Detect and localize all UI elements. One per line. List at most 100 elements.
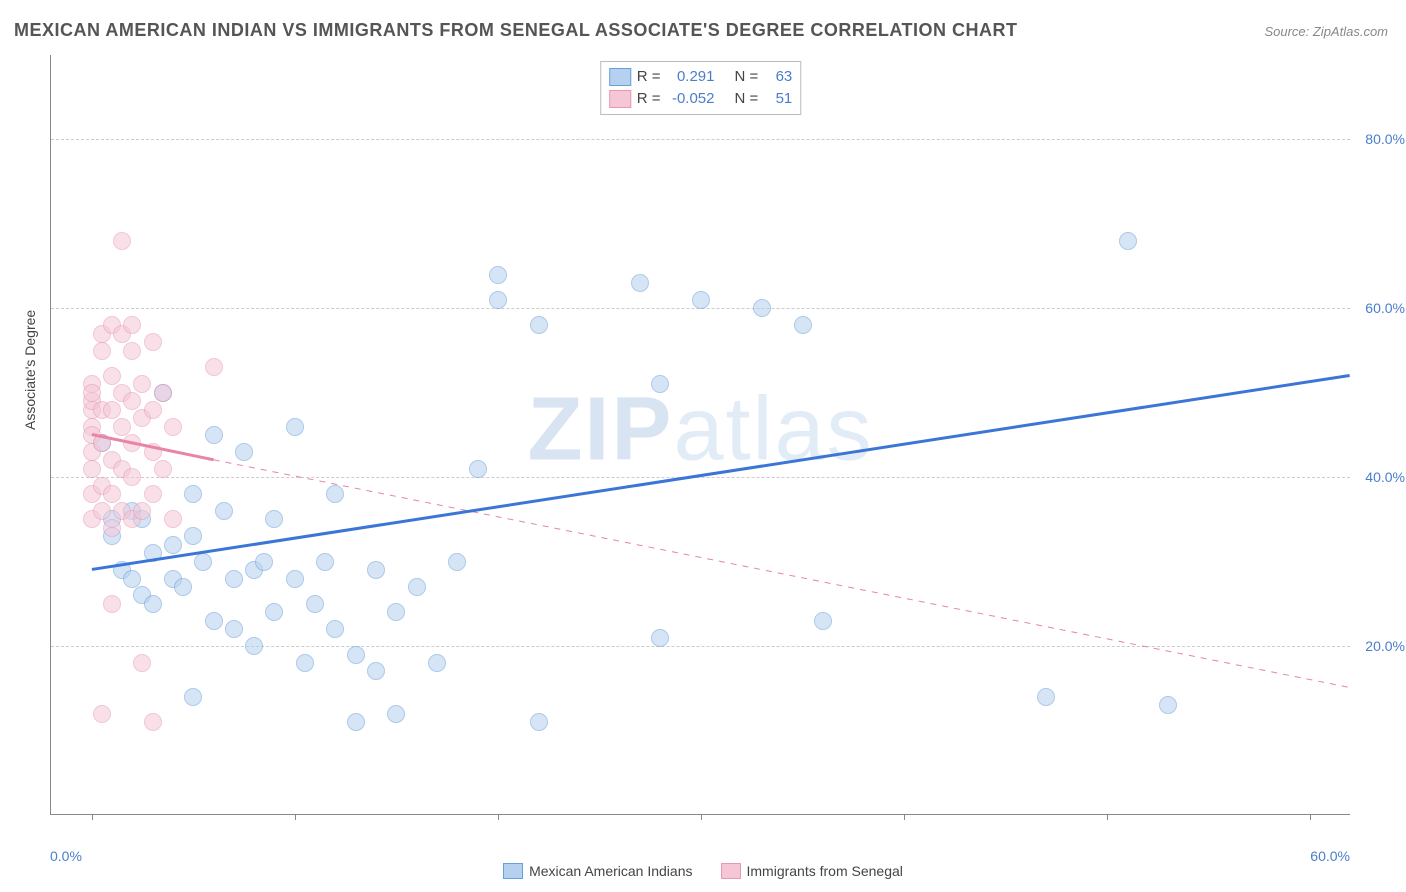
data-point <box>347 713 365 731</box>
data-point <box>205 612 223 630</box>
data-point <box>469 460 487 478</box>
legend-N-value: 51 <box>764 88 792 110</box>
data-point <box>428 654 446 672</box>
data-point <box>113 232 131 250</box>
x-tick <box>1107 814 1108 820</box>
legend-R-value: -0.052 <box>667 88 715 110</box>
data-point <box>631 274 649 292</box>
data-point <box>408 578 426 596</box>
data-point <box>489 291 507 309</box>
data-point <box>123 434 141 452</box>
data-point <box>164 510 182 528</box>
legend-swatch <box>721 863 741 879</box>
data-point <box>387 705 405 723</box>
x-tick <box>1310 814 1311 820</box>
data-point <box>326 620 344 638</box>
x-tick <box>701 814 702 820</box>
legend-stats-box: R =0.291N =63R =-0.052N =51 <box>600 61 802 115</box>
data-point <box>306 595 324 613</box>
data-point <box>205 358 223 376</box>
data-point <box>255 553 273 571</box>
legend-item: Mexican American Indians <box>503 863 692 879</box>
data-point <box>215 502 233 520</box>
data-point <box>286 418 304 436</box>
data-point <box>530 713 548 731</box>
data-point <box>144 485 162 503</box>
data-point <box>225 620 243 638</box>
legend-series-name: Mexican American Indians <box>529 863 692 879</box>
data-point <box>296 654 314 672</box>
legend-swatch <box>609 68 631 86</box>
legend-N-label: N = <box>735 66 759 88</box>
data-point <box>164 418 182 436</box>
data-point <box>103 485 121 503</box>
data-point <box>245 637 263 655</box>
data-point <box>103 519 121 537</box>
data-point <box>205 426 223 444</box>
data-point <box>530 316 548 334</box>
legend-R-label: R = <box>637 66 661 88</box>
scatter-plot: ZIPatlas R =0.291N =63R =-0.052N =51 20.… <box>50 55 1350 815</box>
data-point <box>123 342 141 360</box>
data-point <box>1119 232 1137 250</box>
data-point <box>83 460 101 478</box>
data-point <box>83 384 101 402</box>
data-point <box>144 401 162 419</box>
data-point <box>347 646 365 664</box>
data-point <box>794 316 812 334</box>
data-point <box>174 578 192 596</box>
data-point <box>133 375 151 393</box>
data-point <box>144 333 162 351</box>
y-tick-label: 20.0% <box>1355 638 1405 654</box>
data-point <box>489 266 507 284</box>
x-axis-label-max: 60.0% <box>1310 848 1350 864</box>
legend-stats-row: R =-0.052N =51 <box>609 88 793 110</box>
data-point <box>133 502 151 520</box>
legend-bottom: Mexican American Indians Immigrants from … <box>0 863 1406 882</box>
data-point <box>184 485 202 503</box>
data-point <box>144 443 162 461</box>
legend-swatch <box>609 90 631 108</box>
x-axis-label-min: 0.0% <box>50 848 82 864</box>
source-label: Source: ZipAtlas.com <box>1264 24 1388 39</box>
data-point <box>113 418 131 436</box>
data-point <box>144 544 162 562</box>
data-point <box>123 468 141 486</box>
data-point <box>265 510 283 528</box>
data-point <box>448 553 466 571</box>
x-tick <box>498 814 499 820</box>
legend-swatch <box>503 863 523 879</box>
data-point <box>133 654 151 672</box>
data-point <box>184 527 202 545</box>
data-point <box>316 553 334 571</box>
x-tick <box>92 814 93 820</box>
data-point <box>235 443 253 461</box>
chart-title: MEXICAN AMERICAN INDIAN VS IMMIGRANTS FR… <box>14 20 1017 41</box>
data-point <box>326 485 344 503</box>
data-point <box>387 603 405 621</box>
y-tick-label: 40.0% <box>1355 469 1405 485</box>
data-point <box>286 570 304 588</box>
data-point <box>103 401 121 419</box>
data-point <box>753 299 771 317</box>
data-point <box>103 595 121 613</box>
data-point <box>93 342 111 360</box>
data-point <box>225 570 243 588</box>
legend-N-value: 63 <box>764 66 792 88</box>
y-axis-label: Associate's Degree <box>22 310 38 430</box>
data-point <box>154 384 172 402</box>
data-point <box>144 713 162 731</box>
data-point <box>814 612 832 630</box>
y-tick-label: 60.0% <box>1355 300 1405 316</box>
legend-item: Immigrants from Senegal <box>721 863 903 879</box>
data-point <box>367 662 385 680</box>
data-point <box>93 502 111 520</box>
legend-series-name: Immigrants from Senegal <box>747 863 903 879</box>
watermark: ZIPatlas <box>527 378 873 481</box>
data-point <box>123 316 141 334</box>
data-point <box>1159 696 1177 714</box>
data-point <box>154 460 172 478</box>
data-point <box>651 629 669 647</box>
y-tick-label: 80.0% <box>1355 131 1405 147</box>
data-point <box>164 536 182 554</box>
